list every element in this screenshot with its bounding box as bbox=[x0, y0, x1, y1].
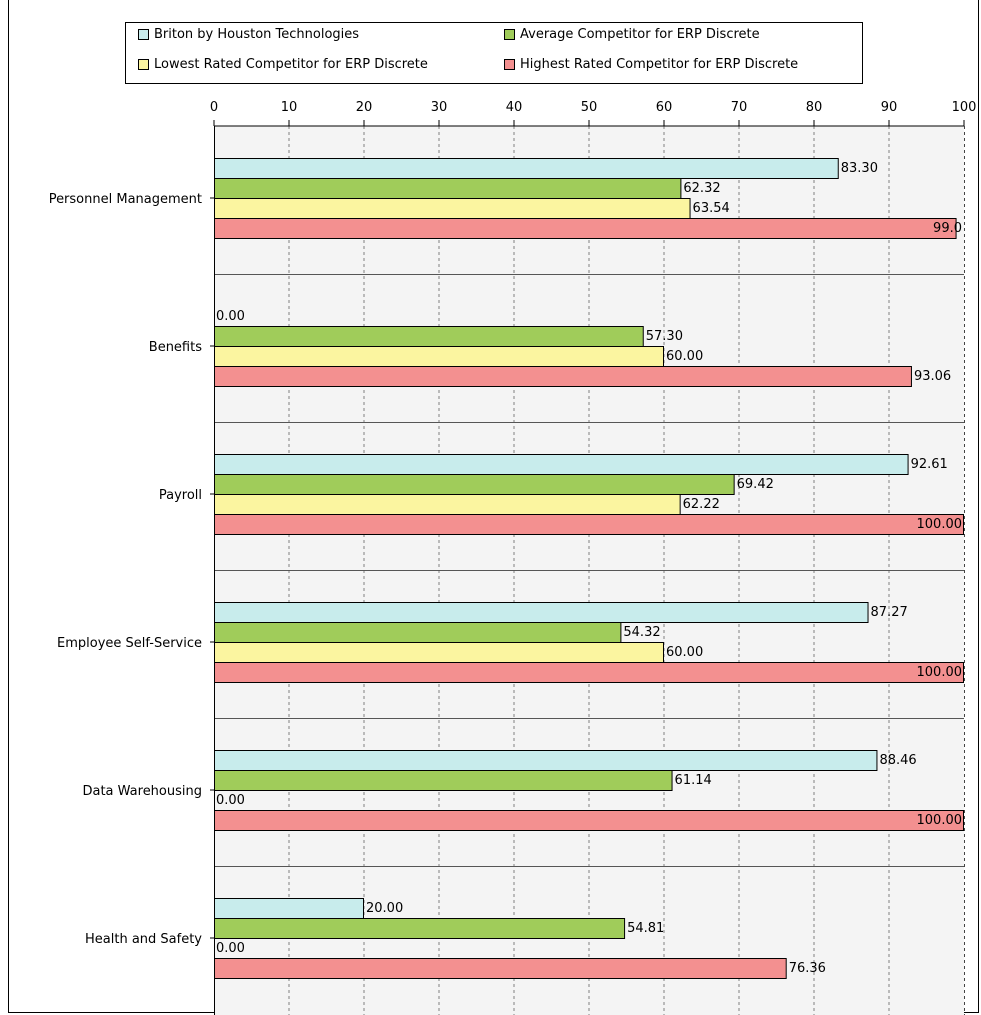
bar-highest-rated-competitor-for-erp-discrete-benefits bbox=[214, 366, 912, 387]
bar-lowest-rated-competitor-for-erp-discrete-personnel-management bbox=[214, 198, 691, 219]
bar-highest-rated-competitor-for-erp-discrete-health-and-safety bbox=[214, 958, 787, 979]
bar-briton-by-houston-technologies-data-warehousing bbox=[214, 750, 878, 771]
data-label-average-competitor-for-erp-discrete-benefits: 57.30 bbox=[646, 329, 683, 344]
legend: Briton by Houston Technologies Average C… bbox=[125, 22, 863, 84]
bar-briton-by-houston-technologies-health-and-safety bbox=[214, 898, 364, 919]
legend-swatch-lowest bbox=[138, 59, 149, 70]
data-label-highest-rated-competitor-for-erp-discrete-employee-self-service: 100.00 bbox=[917, 665, 963, 680]
x-tick-label-60: 60 bbox=[656, 100, 673, 115]
legend-item-highest: Highest Rated Competitor for ERP Discret… bbox=[504, 57, 798, 72]
data-label-highest-rated-competitor-for-erp-discrete-health-and-safety: 76.36 bbox=[789, 961, 826, 976]
x-tick-label-90: 90 bbox=[881, 100, 898, 115]
x-tick-label-20: 20 bbox=[356, 100, 373, 115]
data-label-lowest-rated-competitor-for-erp-discrete-employee-self-service: 60.00 bbox=[666, 645, 703, 660]
bar-briton-by-houston-technologies-personnel-management bbox=[214, 158, 839, 179]
bar-lowest-rated-competitor-for-erp-discrete-employee-self-service bbox=[214, 642, 664, 663]
data-label-highest-rated-competitor-for-erp-discrete-payroll: 100.00 bbox=[917, 517, 963, 532]
bar-average-competitor-for-erp-discrete-personnel-management bbox=[214, 178, 682, 199]
bar-average-competitor-for-erp-discrete-benefits bbox=[214, 326, 644, 347]
legend-label-briton: Briton by Houston Technologies bbox=[154, 27, 360, 42]
category-label-payroll: Payroll bbox=[159, 488, 202, 503]
bar-highest-rated-competitor-for-erp-discrete-payroll bbox=[214, 514, 964, 535]
legend-label-average: Average Competitor for ERP Discrete bbox=[520, 27, 760, 42]
data-label-average-competitor-for-erp-discrete-payroll: 69.42 bbox=[737, 477, 774, 492]
bar-highest-rated-competitor-for-erp-discrete-data-warehousing bbox=[214, 810, 964, 831]
x-tick-label-10: 10 bbox=[281, 100, 298, 115]
category-label-data-warehousing: Data Warehousing bbox=[82, 784, 202, 799]
x-tick-label-30: 30 bbox=[431, 100, 448, 115]
x-tick-label-0: 0 bbox=[210, 100, 218, 115]
legend-label-lowest: Lowest Rated Competitor for ERP Discrete bbox=[154, 57, 428, 72]
bar-highest-rated-competitor-for-erp-discrete-personnel-management bbox=[214, 218, 957, 239]
x-tick-label-80: 80 bbox=[806, 100, 823, 115]
data-label-lowest-rated-competitor-for-erp-discrete-health-and-safety: 0.00 bbox=[216, 941, 245, 956]
bar-average-competitor-for-erp-discrete-payroll bbox=[214, 474, 735, 495]
bar-lowest-rated-competitor-for-erp-discrete-benefits bbox=[214, 346, 664, 367]
data-label-briton-by-houston-technologies-personnel-management: 83.30 bbox=[841, 161, 878, 176]
data-label-average-competitor-for-erp-discrete-employee-self-service: 54.32 bbox=[623, 625, 660, 640]
category-label-health-and-safety: Health and Safety bbox=[85, 932, 202, 947]
data-label-lowest-rated-competitor-for-erp-discrete-benefits: 60.00 bbox=[666, 349, 703, 364]
bar-briton-by-houston-technologies-employee-self-service bbox=[214, 602, 869, 623]
legend-swatch-highest bbox=[504, 59, 515, 70]
legend-label-highest: Highest Rated Competitor for ERP Discret… bbox=[520, 57, 799, 72]
data-label-briton-by-houston-technologies-employee-self-service: 87.27 bbox=[871, 605, 908, 620]
data-label-lowest-rated-competitor-for-erp-discrete-personnel-management: 63.54 bbox=[693, 201, 730, 216]
x-tick-label-50: 50 bbox=[581, 100, 598, 115]
bar-briton-by-houston-technologies-payroll bbox=[214, 454, 909, 475]
bar-average-competitor-for-erp-discrete-health-and-safety bbox=[214, 918, 626, 939]
data-label-lowest-rated-competitor-for-erp-discrete-data-warehousing: 0.00 bbox=[216, 793, 245, 808]
data-label-briton-by-houston-technologies-health-and-safety: 20.00 bbox=[366, 901, 403, 916]
legend-swatch-briton bbox=[138, 29, 149, 40]
legend-item-average: Average Competitor for ERP Discrete bbox=[504, 27, 760, 42]
data-label-highest-rated-competitor-for-erp-discrete-benefits: 93.06 bbox=[914, 369, 951, 384]
x-tick-label-100: 100 bbox=[952, 100, 977, 115]
bar-highest-rated-competitor-for-erp-discrete-employee-self-service bbox=[214, 662, 964, 683]
bar-average-competitor-for-erp-discrete-employee-self-service bbox=[214, 622, 622, 643]
x-tick-label-40: 40 bbox=[506, 100, 523, 115]
data-label-lowest-rated-competitor-for-erp-discrete-payroll: 62.22 bbox=[683, 497, 720, 512]
data-label-highest-rated-competitor-for-erp-discrete-data-warehousing: 100.00 bbox=[917, 813, 963, 828]
data-label-highest-rated-competitor-for-erp-discrete-personnel-management: 99.0 bbox=[933, 221, 962, 236]
category-label-benefits: Benefits bbox=[149, 340, 202, 355]
legend-swatch-average bbox=[504, 29, 515, 40]
legend-item-lowest: Lowest Rated Competitor for ERP Discrete bbox=[138, 57, 428, 72]
data-label-average-competitor-for-erp-discrete-personnel-management: 62.32 bbox=[683, 181, 720, 196]
data-label-briton-by-houston-technologies-data-warehousing: 88.46 bbox=[879, 753, 916, 768]
bar-lowest-rated-competitor-for-erp-discrete-payroll bbox=[214, 494, 681, 515]
x-tick-label-70: 70 bbox=[731, 100, 748, 115]
data-label-briton-by-houston-technologies-payroll: 92.61 bbox=[911, 457, 948, 472]
data-label-average-competitor-for-erp-discrete-health-and-safety: 54.81 bbox=[627, 921, 664, 936]
legend-item-briton: Briton by Houston Technologies bbox=[138, 27, 359, 42]
bar-average-competitor-for-erp-discrete-data-warehousing bbox=[214, 770, 673, 791]
category-label-personnel-management: Personnel Management bbox=[49, 192, 202, 207]
data-label-average-competitor-for-erp-discrete-data-warehousing: 61.14 bbox=[675, 773, 712, 788]
data-label-briton-by-houston-technologies-benefits: 0.00 bbox=[216, 309, 245, 324]
category-label-employee-self-service: Employee Self-Service bbox=[57, 636, 202, 651]
